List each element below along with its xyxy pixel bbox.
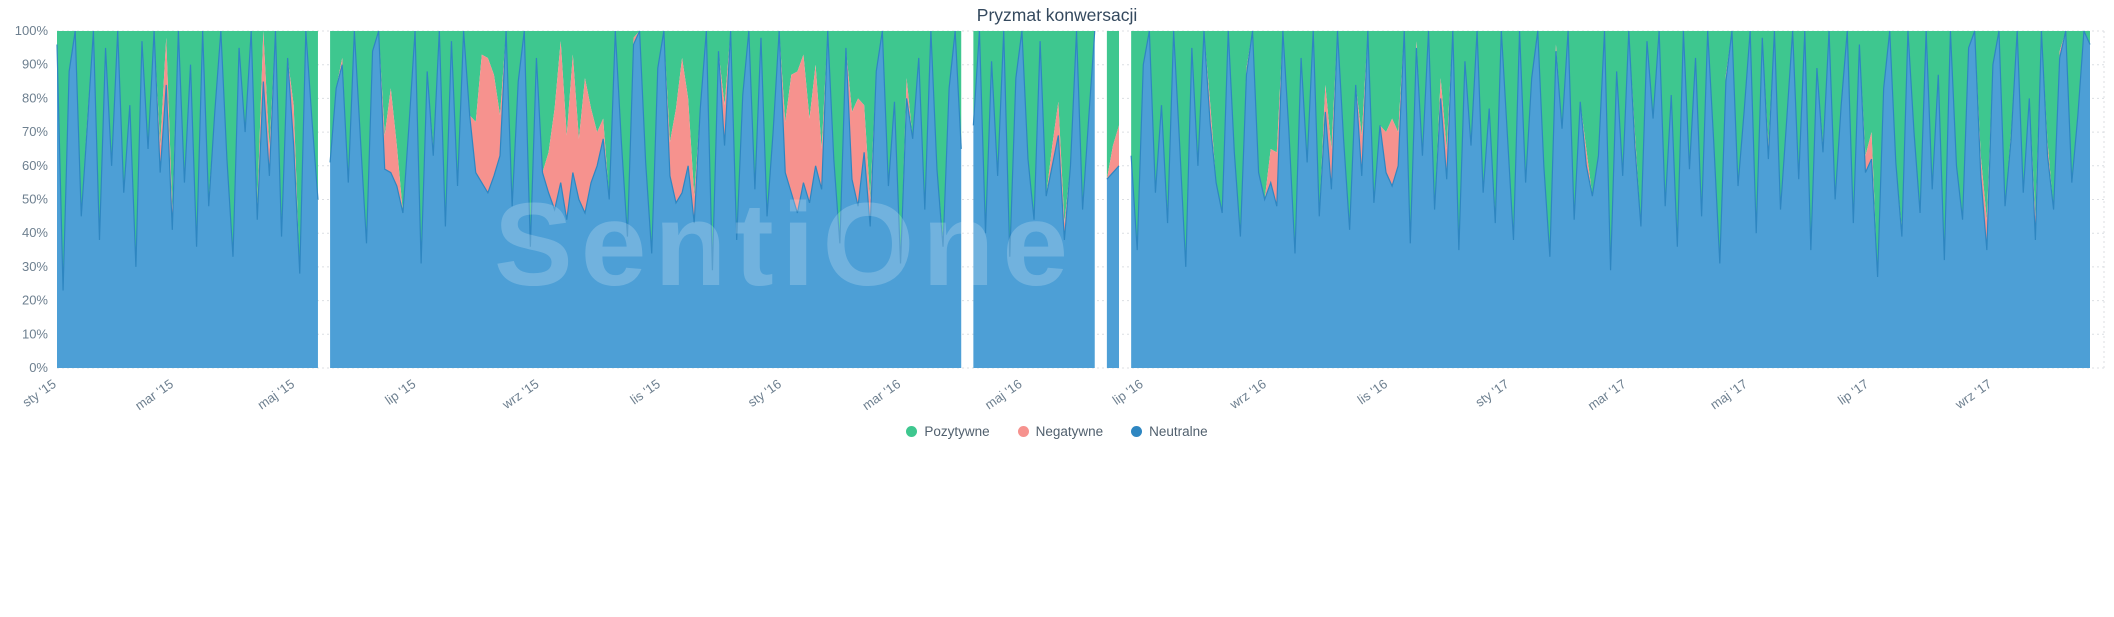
series-area-pozytywne: [1131, 31, 2090, 278]
series-area-neutralne: [1131, 31, 2090, 368]
series-area-pozytywne: [973, 31, 1095, 251]
y-axis-label: 20%: [22, 293, 48, 308]
x-axis-label: mar '16: [859, 376, 903, 413]
x-axis-label: lip '16: [1110, 376, 1146, 408]
legend-label: Pozytywne: [924, 424, 990, 439]
series-area-pozytywne: [57, 31, 318, 291]
x-axis-label: lip '17: [1835, 376, 1871, 408]
series-area-negatywne: [1106, 125, 1120, 180]
series-area-negatywne: [330, 31, 962, 271]
x-axis-label: wrz '16: [1226, 376, 1269, 412]
legend-dot-neutralne: [1131, 426, 1143, 437]
series-area-neutralne: [330, 31, 962, 368]
series-area-neutralne: [1106, 165, 1120, 368]
x-axis-label: lis '16: [1355, 376, 1391, 407]
y-axis-label: 90%: [22, 57, 48, 72]
x-axis-label: maj '16: [982, 376, 1025, 412]
series-area-pozytywne: [1106, 31, 1120, 180]
series-line-neutralne: [1130, 30, 2091, 278]
series-area-neutralne: [57, 31, 318, 368]
chart-legend: Pozytywne Negatywne Neutralne: [0, 424, 2114, 439]
chart-title: Pryzmat konwersacji: [976, 5, 1138, 25]
x-axis-label: mar '17: [1585, 376, 1629, 413]
x-axis-label: lip '15: [382, 376, 418, 408]
y-axis-label: 70%: [22, 124, 48, 139]
sentiment-stacked-area-chart[interactable]: 0% 10% 20% 30% 40% 50% 60% 70% 80% 90% 100% SentiOn…: [0, 0, 2114, 460]
y-axis-label: 50%: [22, 192, 48, 207]
x-axis-label: lis '15: [627, 376, 663, 407]
x-axis-label: sty '16: [745, 376, 784, 410]
y-axis-label: 40%: [22, 225, 48, 240]
x-axis-label: sty '15: [20, 376, 59, 410]
x-axis-label: sty '17: [1472, 376, 1511, 410]
series-line-neutralne: [56, 30, 319, 291]
series-line-neutralne: [329, 30, 962, 271]
y-axis-label: 10%: [22, 326, 48, 341]
x-axis-label: wrz '17: [1952, 376, 1995, 412]
x-axis-label: maj '15: [255, 376, 298, 412]
legend-item-pozytywne[interactable]: Pozytywne: [906, 424, 990, 439]
y-axis-label: 30%: [22, 259, 48, 274]
watermark: SentiOne: [494, 179, 1076, 311]
legend-dot-pozytywne: [906, 426, 918, 437]
legend-label: Neutralne: [1149, 424, 1208, 439]
y-axis-label: 60%: [22, 158, 48, 173]
x-axis-label: mar '15: [132, 376, 176, 413]
legend-item-neutralne[interactable]: Neutralne: [1131, 424, 1208, 439]
y-axis-label: 0%: [29, 360, 48, 375]
series-line-neutralne: [1106, 165, 1120, 180]
legend-dot-negatywne: [1017, 426, 1029, 437]
x-axis-label: wrz '15: [499, 376, 542, 412]
series-line-neutralne: [972, 30, 1096, 257]
legend-label: Negatywne: [1035, 424, 1104, 439]
series-area-neutralne: [973, 31, 1095, 368]
x-axis-label: maj '17: [1707, 376, 1750, 412]
legend-item-negatywne[interactable]: Negatywne: [1017, 424, 1104, 439]
y-axis-label: 100%: [15, 23, 49, 38]
y-axis-label: 80%: [22, 90, 48, 105]
